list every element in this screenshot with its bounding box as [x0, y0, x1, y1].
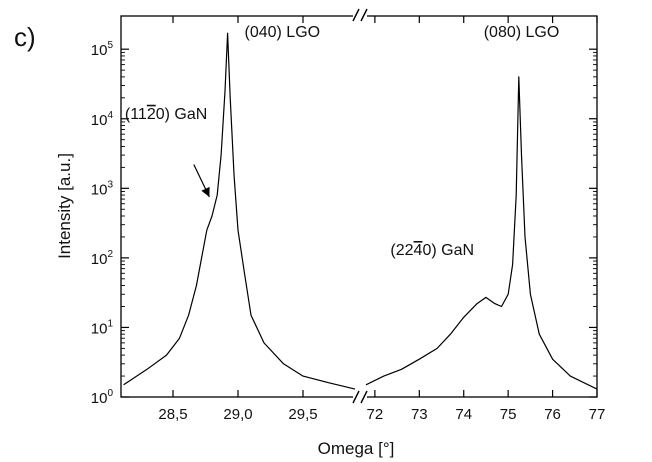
x-tick-label: 77	[589, 406, 606, 423]
axis-break-top	[352, 8, 368, 22]
annotation-2: (1120) GaN	[125, 106, 207, 123]
panel-label: c)	[14, 22, 36, 52]
x-tick-label: 29,0	[223, 406, 252, 423]
y-tick-label: 103	[91, 179, 114, 198]
y-axis-title: Intensity [a.u.]	[55, 153, 74, 259]
annotations: (040) LGO (080) LGO (1120) GaN (2240) GaN	[125, 24, 559, 259]
x-tick-label: 74	[455, 406, 472, 423]
x-tick-label: 76	[544, 406, 561, 423]
y-tick-label: 101	[91, 318, 114, 337]
series-layer	[123, 32, 598, 390]
y-tick-label: 104	[91, 110, 114, 129]
x-tick-label: 72	[367, 406, 384, 423]
annotation-3: (2240) GaN	[390, 242, 474, 259]
ticks-layer: 28,5 29,0 29,5 72 73 74 75 76 77 100 101 102 103 104 1…	[91, 16, 606, 423]
annotation-arrow-head	[201, 186, 210, 197]
x-axis-title: Omega [°]	[318, 439, 395, 458]
x-tick-label: 75	[500, 406, 517, 423]
y-tick-label: 102	[91, 249, 114, 268]
y-tick-label: 100	[91, 388, 114, 407]
y-tick-label: 105	[91, 40, 114, 59]
series-line-0	[123, 32, 356, 390]
x-tick-label: 73	[411, 406, 428, 423]
series-line-1	[365, 76, 598, 390]
x-tick-label: 29,5	[288, 406, 317, 423]
axis-break-bottom	[352, 390, 368, 404]
x-tick-label: 28,5	[158, 406, 187, 423]
annotation-0: (040) LGO	[245, 24, 321, 41]
annotation-1: (080) LGO	[484, 24, 560, 41]
plot-frame	[120, 15, 598, 398]
